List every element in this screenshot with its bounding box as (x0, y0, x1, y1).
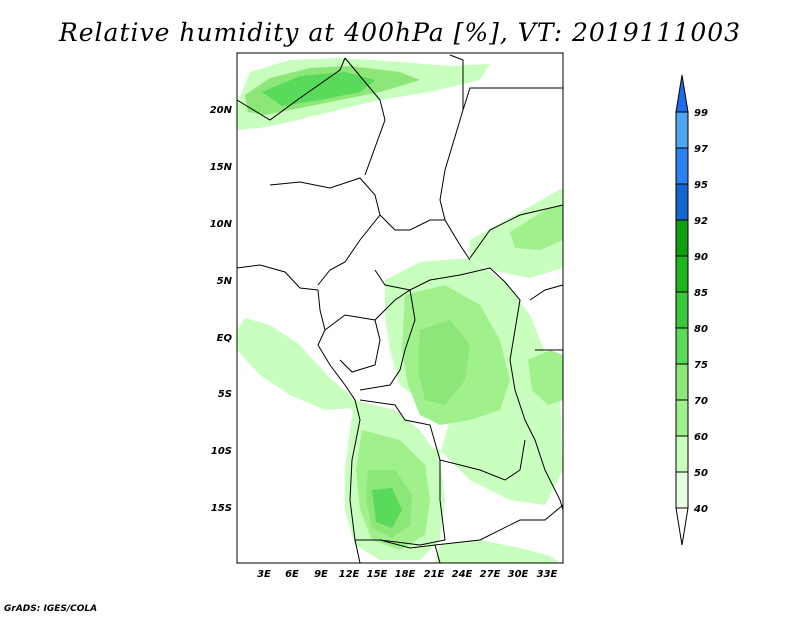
country-borders (236, 54, 564, 564)
lon-label: 12E (339, 569, 360, 580)
lat-label: 20N (210, 105, 233, 116)
humidity-region-north-inner (262, 72, 375, 106)
colorbar-swatch (675, 291, 689, 329)
lat-label: 15S (211, 503, 232, 514)
colorbar-swatch (675, 147, 689, 185)
colorbar-swatch (675, 255, 689, 293)
border-gulf-coast (317, 289, 361, 564)
lon-label: 24E (452, 569, 473, 580)
lat-label: 15N (210, 162, 233, 173)
colorbar-swatch (675, 363, 689, 401)
humidity-region-central-inner (418, 320, 470, 405)
colorbar-swatch (675, 471, 689, 509)
border-drc-west (359, 289, 416, 391)
border-car-south (374, 267, 506, 291)
colorbar-label: 80 (694, 324, 708, 335)
longitude-labels: 3E 6E 9E 12E 15E 18E 21E 24E 27E 30E 33E (257, 569, 557, 580)
lon-label: 6E (285, 569, 299, 580)
lat-label: 5N (217, 276, 233, 287)
lat-label: EQ (217, 333, 233, 344)
humidity-shading (237, 58, 563, 563)
border-zambia-south (434, 504, 564, 546)
latitude-labels: 20N 15N 10N 5N EQ 5S 10S 15S (210, 105, 233, 514)
colorbar-top-arrow (675, 74, 689, 113)
border-chad-car (379, 214, 445, 231)
border-namibia (379, 539, 441, 564)
credit-text: GrADS: IGES/COLA (4, 604, 98, 614)
colorbar-label: 70 (694, 396, 708, 407)
lon-label: 15E (367, 569, 388, 580)
colorbar-label: 99 (694, 108, 708, 119)
border-sudan-southsudan (469, 204, 564, 259)
border-congo (324, 314, 381, 373)
humidity-region-south-darkest (372, 488, 402, 528)
colorbar-label: 85 (694, 288, 708, 299)
border-east-lakes (504, 281, 564, 511)
lon-label: 27E (480, 569, 501, 580)
border-algeria-niger (236, 57, 346, 121)
lon-label: 3E (257, 569, 271, 580)
border-chad-sudan (439, 109, 471, 261)
lon-label: 18E (395, 569, 416, 580)
border-libya-chad (344, 57, 386, 176)
colorbar-label: 75 (694, 360, 708, 371)
border-niger-nigeria (269, 177, 361, 189)
map-frame (236, 52, 564, 564)
colorbar-label: 40 (693, 504, 708, 515)
lon-label: 9E (314, 569, 328, 580)
colorbar-label: 90 (694, 252, 708, 263)
border-angola-zambia (355, 460, 446, 546)
colorbar-swatch (675, 399, 689, 437)
colorbar-label: 97 (694, 144, 708, 155)
lon-label: 30E (508, 569, 529, 580)
border-uganda-kenya (529, 284, 564, 301)
colorbar-label: 92 (694, 216, 708, 227)
colorbar-swatch (675, 111, 689, 149)
humidity-region-east-lakes (528, 350, 563, 405)
colorbar-swatch (675, 327, 689, 365)
colorbar: 40 50 60 70 75 80 85 90 92 95 97 99 (675, 74, 708, 546)
colorbar-swatch (675, 183, 689, 221)
humidity-region-southeast (435, 540, 560, 563)
colorbar-label: 50 (694, 468, 708, 479)
border-westafrica-coast (236, 264, 319, 291)
colorbar-bottom-arrow (675, 507, 689, 546)
lon-label: 21E (424, 569, 445, 580)
colorbar-label: 95 (694, 180, 708, 191)
colorbar-swatch (675, 219, 689, 257)
lat-label: 10N (210, 219, 233, 230)
lon-label: 33E (537, 569, 558, 580)
lat-label: 10S (211, 446, 232, 457)
colorbar-swatch (675, 435, 689, 473)
colorbar-label: 60 (694, 432, 708, 443)
map-title: Relative humidity at 400hPa [%], VT: 201… (58, 18, 742, 47)
humidity-region-east-core (510, 204, 563, 250)
lat-label: 5S (218, 389, 232, 400)
border-nigeria-cameroon (317, 177, 381, 286)
